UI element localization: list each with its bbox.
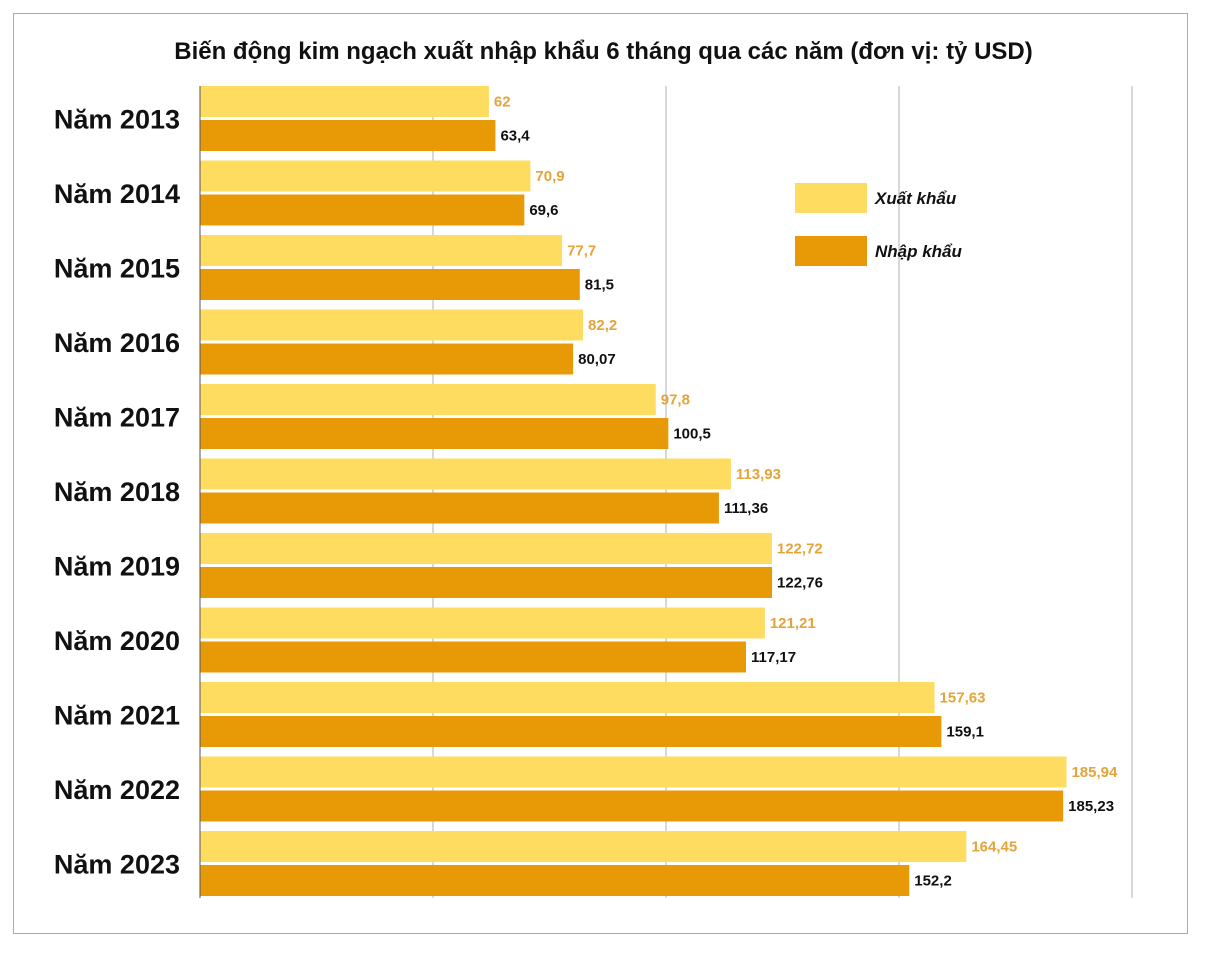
import-bar bbox=[200, 716, 942, 747]
import-value-label: 80,07 bbox=[578, 351, 616, 368]
import-value-label: 81,5 bbox=[585, 277, 614, 294]
import-value-label: 100,5 bbox=[673, 426, 711, 443]
chart-title: Biến động kim ngạch xuất nhập khẩu 6 thá… bbox=[174, 38, 1033, 65]
export-value-label: 97,8 bbox=[661, 392, 690, 409]
category-label: Năm 2013 bbox=[54, 105, 180, 135]
import-bar bbox=[200, 865, 910, 896]
category-label: Năm 2022 bbox=[54, 775, 180, 805]
import-bar bbox=[200, 641, 747, 673]
import-bar bbox=[200, 418, 669, 449]
import-value-label: 69,6 bbox=[529, 202, 558, 219]
export-bar bbox=[200, 533, 772, 564]
chart-frame bbox=[13, 13, 1188, 934]
import-bar bbox=[200, 194, 525, 226]
export-bar bbox=[200, 682, 935, 713]
export-value-label: 185,94 bbox=[1071, 764, 1118, 781]
category-label: Năm 2017 bbox=[54, 403, 180, 433]
export-bar bbox=[200, 458, 731, 490]
export-bar bbox=[200, 607, 765, 639]
import-value-label: 185,23 bbox=[1068, 798, 1114, 815]
import-bar bbox=[200, 492, 719, 524]
category-label: Năm 2021 bbox=[54, 701, 180, 731]
import-bar bbox=[200, 343, 574, 375]
export-value-label: 164,45 bbox=[971, 839, 1017, 856]
export-bar bbox=[200, 86, 489, 117]
export-bar bbox=[200, 831, 967, 862]
export-bar bbox=[200, 384, 656, 415]
import-bar bbox=[200, 567, 773, 598]
import-value-label: 152,2 bbox=[914, 873, 952, 890]
import-value-label: 63,4 bbox=[500, 128, 530, 145]
legend-swatch-import bbox=[795, 236, 867, 266]
export-value-label: 77,7 bbox=[567, 243, 596, 260]
category-label: Năm 2019 bbox=[54, 552, 180, 582]
export-value-label: 82,2 bbox=[588, 317, 617, 334]
export-value-label: 70,9 bbox=[535, 168, 564, 185]
legend-label-import: Nhập khẩu bbox=[875, 242, 963, 261]
category-label: Năm 2014 bbox=[54, 179, 180, 209]
import-bar bbox=[200, 269, 580, 300]
export-bar bbox=[200, 235, 563, 266]
export-bar bbox=[200, 309, 584, 341]
import-value-label: 117,17 bbox=[751, 649, 796, 666]
category-label: Năm 2020 bbox=[54, 626, 180, 656]
import-bar bbox=[200, 790, 1064, 822]
export-value-label: 113,93 bbox=[736, 466, 781, 483]
import-value-label: 122,76 bbox=[777, 575, 823, 592]
legend-label-export: Xuất khẩu bbox=[874, 189, 957, 208]
import-bar bbox=[200, 120, 496, 151]
category-label: Năm 2018 bbox=[54, 477, 180, 507]
category-label: Năm 2016 bbox=[54, 328, 180, 358]
category-label: Năm 2015 bbox=[54, 254, 180, 284]
export-bar bbox=[200, 160, 531, 192]
legend-swatch-export bbox=[795, 183, 867, 213]
export-value-label: 62 bbox=[494, 94, 511, 111]
export-value-label: 121,21 bbox=[770, 615, 816, 632]
import-value-label: 111,36 bbox=[724, 500, 768, 517]
import-value-label: 159,1 bbox=[946, 724, 984, 741]
export-value-label: 157,63 bbox=[940, 690, 986, 707]
category-label: Năm 2023 bbox=[54, 850, 180, 880]
export-value-label: 122,72 bbox=[777, 541, 823, 558]
export-bar bbox=[200, 756, 1067, 788]
